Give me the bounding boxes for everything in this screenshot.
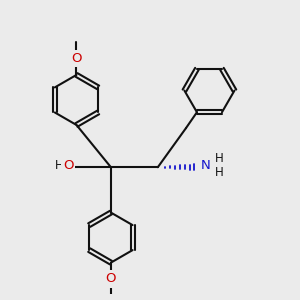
Text: O: O xyxy=(106,272,116,285)
Text: H: H xyxy=(215,152,224,165)
Text: O: O xyxy=(63,159,73,172)
Text: H: H xyxy=(215,166,224,179)
Text: H: H xyxy=(55,159,64,172)
Text: N: N xyxy=(201,159,210,172)
Text: O: O xyxy=(71,52,82,65)
